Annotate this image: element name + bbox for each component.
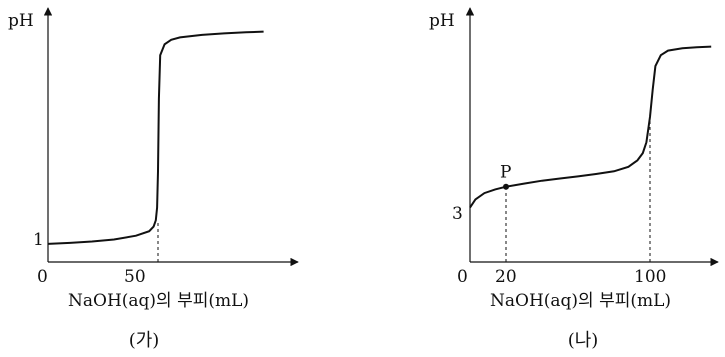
panel-b-x-tick-100: 100: [634, 267, 666, 287]
panel-a-x-tick-50: 50: [124, 267, 146, 287]
panel-b-xlabel: NaOH(aq)의 부피(mL): [490, 291, 671, 311]
panel-b-ylabel: pH: [429, 11, 455, 31]
panel-a-y-tick-1: 1: [33, 230, 44, 250]
panel-a-label: (가): [129, 330, 160, 351]
panel-b-point-p-label: P: [500, 163, 511, 183]
panel-a-series-line: [47, 30, 264, 245]
panel-a-ylabel: pH: [8, 11, 34, 31]
panel-b-point-p: [503, 183, 509, 190]
panel-a-xlabel: NaOH(aq)의 부피(mL): [68, 291, 249, 311]
panel-b-label: (나): [568, 330, 599, 351]
chart-panel-b: pH 0 20 100 3 P NaOH(aq)의 부피(mL) (나): [429, 7, 719, 351]
panel-b-y-tick-3: 3: [452, 204, 463, 224]
chart-panel-a: pH 0 50 1 NaOH(aq)의 부피(mL) (가): [8, 7, 299, 351]
panel-b-series-line: [469, 45, 712, 209]
panel-b-x-tick-0: 0: [457, 267, 468, 287]
panel-b-x-tick-20: 20: [495, 267, 517, 287]
panel-a-x-tick-0: 0: [37, 267, 48, 287]
